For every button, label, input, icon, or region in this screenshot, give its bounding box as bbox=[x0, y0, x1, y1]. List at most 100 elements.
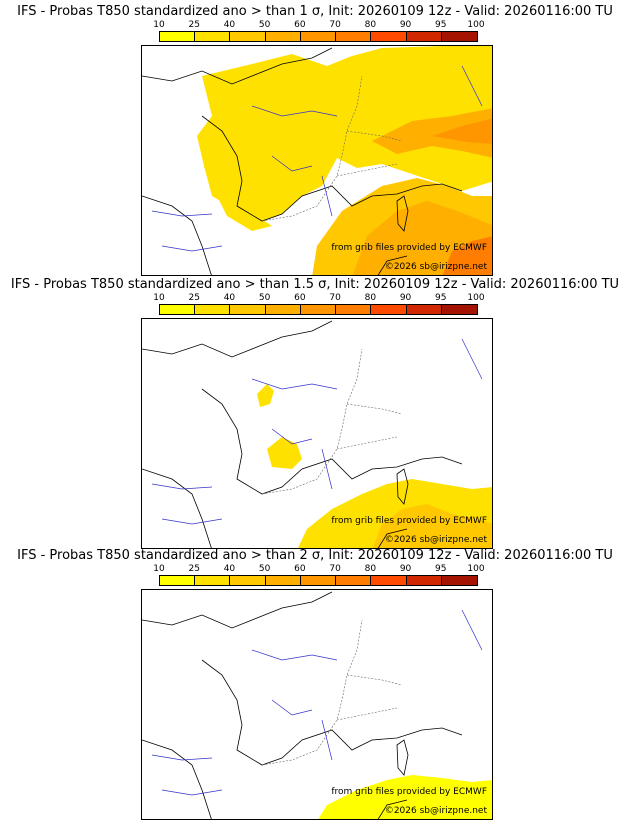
colorbar-segment bbox=[300, 305, 337, 314]
colorbar-segment bbox=[441, 305, 477, 314]
colorbar-tick-label: 100 bbox=[467, 293, 485, 303]
colorbar-tick-label: 50 bbox=[258, 293, 271, 303]
coastline bbox=[142, 47, 463, 275]
colorbar-tick-label: 40 bbox=[223, 20, 236, 30]
colorbar-segment bbox=[265, 32, 301, 41]
data-source-credit: from grib files provided by ECMWF bbox=[331, 243, 487, 253]
colorbar-segment bbox=[441, 32, 477, 41]
copyright-credit: ©2026 sb@irizpne.net bbox=[384, 806, 487, 816]
colorbar-segment bbox=[371, 576, 407, 585]
colorbar-segment bbox=[371, 32, 407, 41]
colorbar-tick-label: 95 bbox=[435, 293, 447, 303]
colorbar-tick-label: 70 bbox=[329, 20, 341, 30]
colorbar-segment bbox=[406, 576, 442, 585]
map-canvas bbox=[142, 320, 492, 548]
rivers bbox=[151, 609, 483, 796]
colorbar-segment bbox=[406, 32, 442, 41]
colorbar-tick-labels: 10 25 40 50 60 70 80 90 95 100 bbox=[153, 293, 484, 303]
colorbar-tick-label: 25 bbox=[188, 564, 200, 574]
colorbar-tick-label: 25 bbox=[188, 20, 200, 30]
probability-colorbar bbox=[159, 575, 478, 586]
probability-map: from grib files provided by ECMWF ©2026 … bbox=[141, 318, 493, 549]
coastline bbox=[142, 320, 463, 548]
coastline bbox=[142, 591, 463, 819]
colorbar-tick-label: 70 bbox=[329, 293, 341, 303]
data-source-credit: from grib files provided by ECMWF bbox=[331, 516, 487, 526]
colorbar-segment bbox=[300, 576, 337, 585]
copyright-credit: ©2026 sb@irizpne.net bbox=[384, 262, 487, 272]
colorbar-tick-label: 100 bbox=[467, 20, 485, 30]
data-source-credit: from grib files provided by ECMWF bbox=[331, 787, 487, 797]
map-panel-1: IFS - Probas T850 standardized ano > tha… bbox=[0, 4, 630, 276]
colorbar-segment bbox=[230, 576, 266, 585]
map-canvas bbox=[142, 46, 492, 275]
panel-title: IFS - Probas T850 standardized ano > tha… bbox=[17, 4, 613, 19]
corsica-island bbox=[396, 739, 409, 776]
colorbar-segment bbox=[336, 305, 372, 314]
probability-area-north bbox=[197, 46, 492, 221]
colorbar-tick-label: 90 bbox=[399, 20, 412, 30]
colorbar-tick-label: 60 bbox=[294, 20, 306, 30]
colorbar-segment bbox=[441, 576, 477, 585]
colorbar-segment bbox=[300, 32, 337, 41]
colorbar-tick-label: 50 bbox=[258, 564, 271, 574]
colorbar-tick-label: 95 bbox=[435, 564, 447, 574]
colorbar-tick-label: 100 bbox=[467, 564, 485, 574]
corsica-island bbox=[396, 468, 409, 505]
colorbar-tick-label: 95 bbox=[435, 20, 447, 30]
colorbar-tick-label: 10 bbox=[153, 564, 165, 574]
colorbar-segment bbox=[406, 305, 442, 314]
probability-area-med bbox=[318, 775, 492, 819]
country-borders bbox=[261, 348, 403, 495]
country-borders bbox=[261, 619, 403, 766]
colorbar-tick-label: 50 bbox=[258, 20, 271, 30]
probability-area-med-core bbox=[372, 504, 492, 548]
probability-area-france-west bbox=[210, 116, 272, 231]
probability-colorbar bbox=[159, 304, 478, 315]
map-canvas bbox=[142, 591, 492, 819]
colorbar-tick-label: 90 bbox=[399, 293, 412, 303]
probability-colorbar bbox=[159, 31, 478, 42]
colorbar-segment bbox=[195, 305, 231, 314]
colorbar-segment bbox=[336, 576, 372, 585]
probability-area-southwest-patch bbox=[267, 437, 302, 469]
rivers bbox=[151, 65, 483, 252]
country-borders bbox=[261, 75, 403, 222]
colorbar-tick-label: 80 bbox=[364, 293, 377, 303]
colorbar-tick-label: 90 bbox=[399, 564, 412, 574]
map-panel-2: IFS - Probas T850 standardized ano > tha… bbox=[0, 277, 630, 549]
colorbar-segment bbox=[160, 32, 196, 41]
colorbar-segment bbox=[160, 576, 196, 585]
colorbar-tick-label: 60 bbox=[294, 564, 306, 574]
rivers bbox=[151, 338, 483, 525]
probability-area-italy-peak bbox=[442, 236, 492, 275]
probability-map: from grib files provided by ECMWF ©2026 … bbox=[141, 589, 493, 820]
panel-title: IFS - Probas T850 standardized ano > tha… bbox=[10, 277, 620, 292]
colorbar-segment bbox=[230, 32, 266, 41]
colorbar-segment bbox=[230, 305, 266, 314]
copyright-credit: ©2026 sb@irizpne.net bbox=[384, 535, 487, 545]
corsica-island bbox=[396, 195, 409, 232]
colorbar-tick-label: 40 bbox=[223, 293, 236, 303]
colorbar-tick-label: 10 bbox=[153, 20, 165, 30]
probability-area-northeast-peak bbox=[432, 118, 492, 144]
probability-area-atlantic-patch bbox=[257, 384, 274, 407]
colorbar-tick-label: 60 bbox=[294, 293, 306, 303]
colorbar-tick-label: 80 bbox=[364, 564, 377, 574]
colorbar-tick-labels: 10 25 40 50 60 70 80 90 95 100 bbox=[153, 20, 484, 30]
colorbar-tick-labels: 10 25 40 50 60 70 80 90 95 100 bbox=[153, 564, 484, 574]
colorbar-segment bbox=[265, 576, 301, 585]
colorbar-tick-label: 70 bbox=[329, 564, 341, 574]
probability-area-alps bbox=[372, 108, 492, 158]
colorbar-segment bbox=[195, 576, 231, 585]
probability-map: from grib files provided by ECMWF ©2026 … bbox=[141, 45, 493, 276]
colorbar-tick-label: 25 bbox=[188, 293, 200, 303]
colorbar-tick-label: 40 bbox=[223, 564, 236, 574]
colorbar-tick-label: 10 bbox=[153, 293, 165, 303]
colorbar-segment bbox=[265, 305, 301, 314]
colorbar-segment bbox=[195, 32, 231, 41]
panel-title: IFS - Probas T850 standardized ano > tha… bbox=[17, 548, 613, 563]
colorbar-tick-label: 80 bbox=[364, 20, 377, 30]
colorbar-segment bbox=[371, 305, 407, 314]
colorbar-segment bbox=[160, 305, 196, 314]
